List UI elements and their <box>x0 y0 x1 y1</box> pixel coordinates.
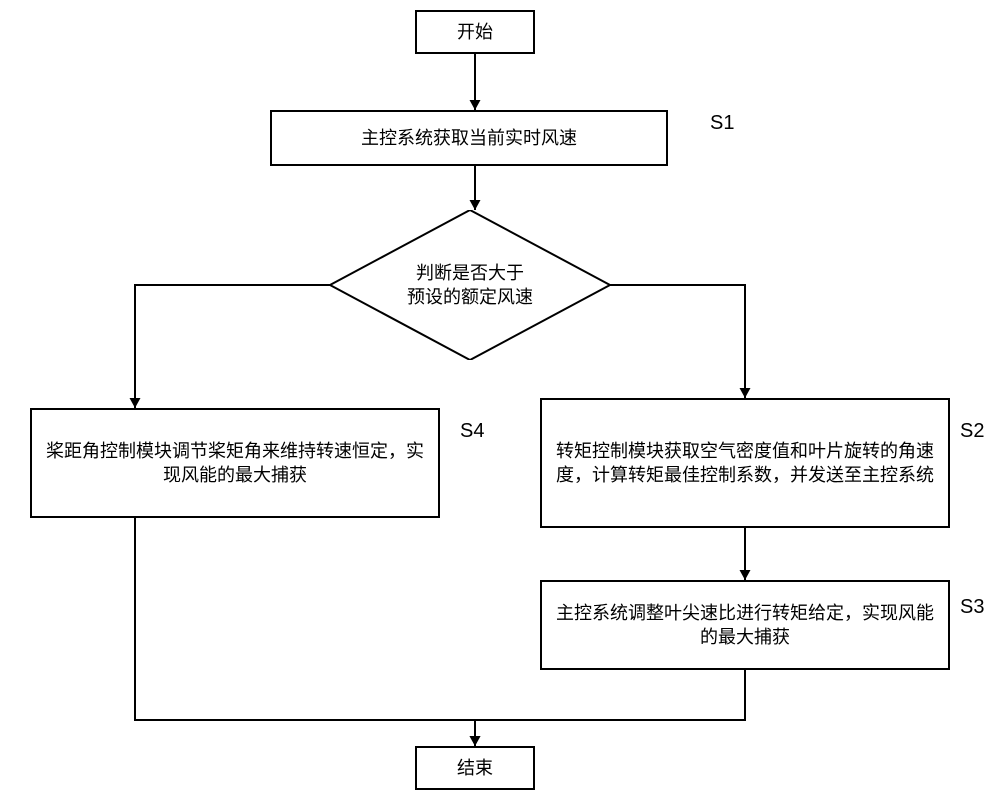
side-label-s4: S4 <box>460 420 484 443</box>
node-end-terminator: 结束 <box>415 746 535 790</box>
node-s3-label: 主控系统调整叶尖速比进行转矩给定，实现风能的最大捕获 <box>552 601 938 650</box>
node-s1-process: 主控系统获取当前实时风速 <box>270 110 668 166</box>
node-s2-label: 转矩控制模块获取空气密度值和叶片旋转的角速度，计算转矩最佳控制系数，并发送至主控… <box>552 439 938 488</box>
node-s3-process: 主控系统调整叶尖速比进行转矩给定，实现风能的最大捕获 <box>540 580 950 670</box>
side-label-s1: S1 <box>710 112 734 135</box>
node-s2-process: 转矩控制模块获取空气密度值和叶片旋转的角速度，计算转矩最佳控制系数，并发送至主控… <box>540 398 950 528</box>
node-s1-label: 主控系统获取当前实时风速 <box>361 126 577 150</box>
side-label-s3: S3 <box>960 596 984 619</box>
node-decision-label: 判断是否大于 预设的额定风速 <box>330 210 610 360</box>
flowchart-canvas: 开始主控系统获取当前实时风速 S1 判断是否大于 预设的额定风速桨距角控制模块调节桨… <box>0 0 1000 802</box>
side-label-s2: S2 <box>960 420 984 443</box>
node-start-label: 开始 <box>457 20 493 44</box>
node-decision-decision: 判断是否大于 预设的额定风速 <box>330 210 610 360</box>
node-s4-label: 桨距角控制模块调节桨矩角来维持转速恒定，实现风能的最大捕获 <box>42 439 428 488</box>
node-end-label: 结束 <box>457 756 493 780</box>
node-s4-process: 桨距角控制模块调节桨矩角来维持转速恒定，实现风能的最大捕获 <box>30 408 440 518</box>
node-start-terminator: 开始 <box>415 10 535 54</box>
